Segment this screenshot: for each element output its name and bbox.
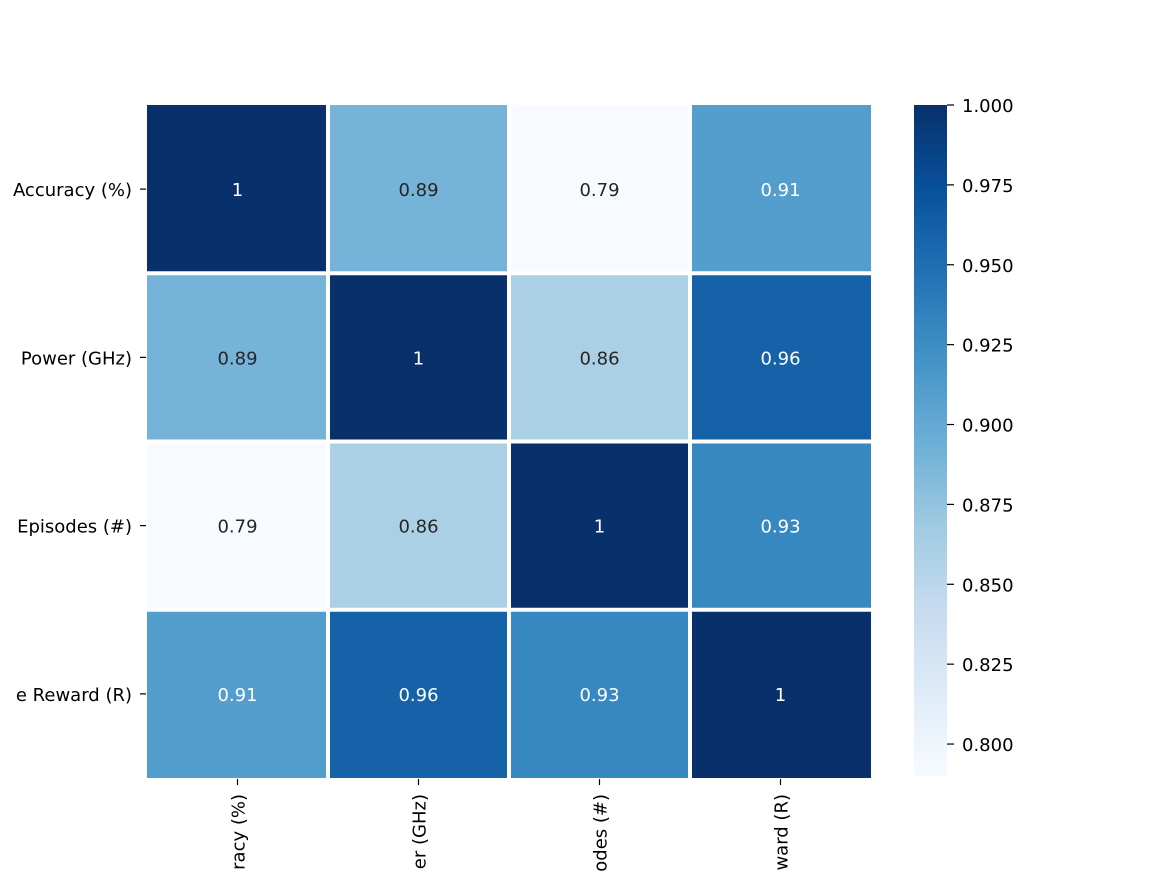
- heatmap-cells: 1 0.89 0.79 0.91 0.89 1 0.86 0.96 0.79 0.86 1 0.93 0…: [147, 105, 871, 778]
- cell-label-r1-c1: 1: [413, 348, 424, 369]
- colorbar-tick-label-3: 0.925: [962, 336, 1014, 357]
- heatmap-cell-r1-c1: [330, 275, 507, 440]
- colorbar-tick-label-4: 0.900: [962, 416, 1014, 437]
- heatmap-cell-r3-c3: [692, 611, 871, 778]
- heatmap-cell-r2-c3: [692, 443, 871, 608]
- colorbar-tick-label-7: 0.825: [962, 655, 1014, 676]
- column-labels: racy (%) er (GHz) odes (#) ward (R): [229, 779, 793, 872]
- colorbar-tick-label-6: 0.850: [962, 575, 1014, 596]
- heatmap-cell-r1-c2: [511, 275, 688, 440]
- heatmap-cell-r3-c2: [511, 611, 688, 778]
- row-label-1: Power (GHz): [21, 348, 132, 369]
- heatmap-cell-r2-c0: [147, 443, 326, 608]
- colorbar-gradient: [914, 105, 947, 776]
- row-label-0: Accuracy (%): [13, 180, 132, 201]
- row-labels: Accuracy (%) Power (GHz) Episodes (#) e Rew…: [13, 180, 146, 706]
- cell-label-r0-c1: 0.89: [398, 180, 438, 201]
- heatmap-cell-r3-c0: [147, 611, 326, 778]
- heatmap-cell-r1-c0: [147, 275, 326, 440]
- col-label-0: racy (%): [229, 794, 250, 870]
- heatmap-cell-r0-c0: [147, 105, 326, 272]
- cell-label-r3-c1: 0.96: [398, 685, 438, 706]
- cell-label-r2-c3: 0.93: [760, 517, 800, 538]
- cell-label-r3-c2: 0.93: [579, 685, 619, 706]
- colorbar-tick-label-2: 0.950: [962, 256, 1014, 277]
- colorbar-tick-label-5: 0.875: [962, 495, 1014, 516]
- cell-label-r2-c1: 0.86: [398, 517, 438, 538]
- colorbar-tick-label-8: 0.800: [962, 735, 1014, 756]
- col-label-3: ward (R): [772, 794, 793, 871]
- row-label-2: Episodes (#): [17, 517, 132, 538]
- heatmap-cell-r2-c1: [330, 443, 507, 608]
- cell-label-r2-c2: 1: [594, 517, 605, 538]
- colorbar-tick-label-0: 1.000: [962, 96, 1014, 117]
- heatmap-cell-r2-c2: [511, 443, 688, 608]
- heatmap-cell-r0-c3: [692, 105, 871, 272]
- cell-label-r1-c2: 0.86: [579, 348, 619, 369]
- heatmap-cell-r3-c1: [330, 611, 507, 778]
- heatmap-cell-r0-c1: [330, 105, 507, 272]
- col-label-2: odes (#): [591, 794, 612, 872]
- cell-label-r0-c0: 1: [232, 180, 243, 201]
- cell-label-r1-c0: 0.89: [217, 348, 257, 369]
- cell-label-r3-c3: 1: [775, 685, 786, 706]
- colorbar-tick-label-1: 0.975: [962, 176, 1014, 197]
- row-label-3: e Reward (R): [16, 685, 132, 706]
- col-label-1: er (GHz): [410, 794, 431, 869]
- heatmap-cell-r0-c2: [511, 105, 688, 272]
- cell-label-r3-c0: 0.91: [217, 685, 257, 706]
- heatmap-cell-r1-c3: [692, 275, 871, 440]
- cell-label-r0-c2: 0.79: [579, 180, 619, 201]
- cell-label-r0-c3: 0.91: [760, 180, 800, 201]
- colorbar: 1.000 0.975 0.950 0.925 0.900 0.875 0.850 0.825…: [914, 96, 1014, 776]
- cell-label-r2-c0: 0.79: [217, 517, 257, 538]
- cell-label-r1-c3: 0.96: [760, 348, 800, 369]
